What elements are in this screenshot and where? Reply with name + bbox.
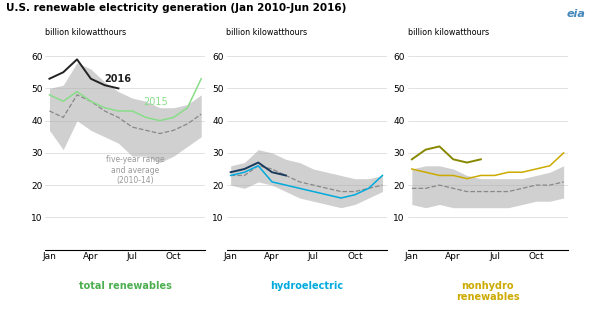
Text: five-year range
and average
(2010-14): five-year range and average (2010-14) [106, 155, 164, 185]
Text: U.S. renewable electricity generation (Jan 2010-Jun 2016): U.S. renewable electricity generation (J… [6, 3, 347, 13]
Text: hydroelectric: hydroelectric [270, 280, 343, 290]
Text: total renewables: total renewables [79, 280, 172, 290]
Text: billion kilowatthours: billion kilowatthours [226, 28, 307, 37]
Text: billion kilowatthours: billion kilowatthours [45, 28, 126, 37]
Text: nonhydro
renewables: nonhydro renewables [456, 280, 519, 302]
Text: eia: eia [567, 9, 586, 19]
Text: 2016: 2016 [104, 74, 132, 84]
Text: 2015: 2015 [143, 96, 168, 106]
Text: billion kilowatthours: billion kilowatthours [408, 28, 489, 37]
